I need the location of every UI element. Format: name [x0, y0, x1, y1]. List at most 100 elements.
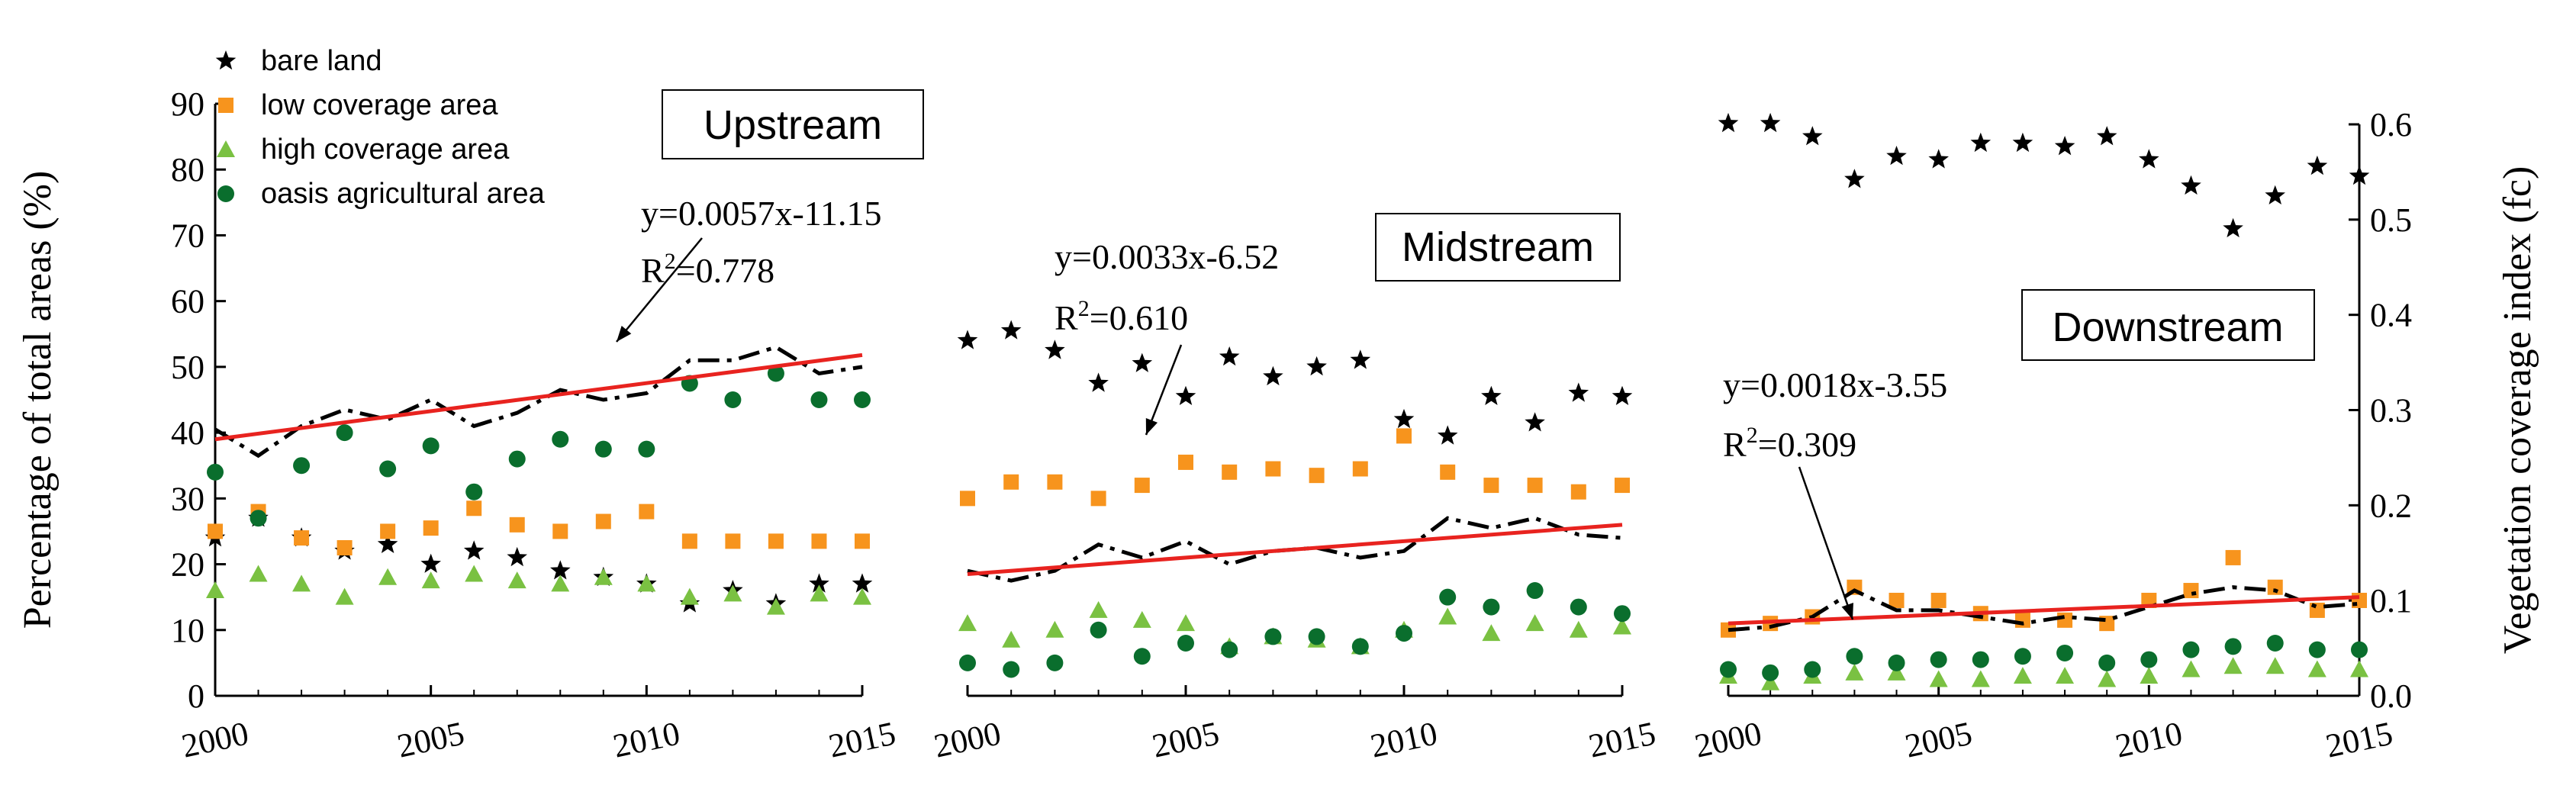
point-low-coverage-area	[1178, 454, 1193, 470]
point-high-coverage-area	[1089, 600, 1108, 618]
y-left-tick-label: 30	[171, 480, 204, 517]
text-layer: 0 10 20 30 40 50 60 70 80 90 Percentage of total a…	[16, 45, 2539, 765]
point-bare-land	[852, 573, 873, 593]
point-low-coverage-area	[552, 523, 568, 539]
point-low-coverage-area	[2183, 583, 2199, 599]
point-high-coverage-area	[2013, 667, 2032, 684]
point-bare-land	[2012, 132, 2033, 153]
point-low-coverage-area	[1134, 478, 1150, 494]
x-tick-label: 2010	[2112, 714, 2185, 764]
annotation-arrowhead	[617, 326, 632, 342]
equation-label: y=0.0033x-6.52	[1055, 237, 1279, 276]
y-right-tick-label: 0.6	[2370, 106, 2412, 143]
point-oasis-agricultural-area	[1720, 661, 1737, 678]
point-low-coverage-area	[1483, 478, 1499, 494]
point-low-coverage-area	[1396, 428, 1412, 444]
point-low-coverage-area	[1309, 468, 1325, 484]
panel-title-box	[2021, 289, 2315, 361]
point-high-coverage-area	[2307, 660, 2326, 677]
point-oasis-agricultural-area	[638, 440, 655, 458]
point-oasis-agricultural-area	[1614, 605, 1631, 623]
y-left-title: Percentage of total areas (%)	[16, 171, 60, 629]
point-bare-land	[1088, 372, 1109, 392]
point-low-coverage-area	[336, 540, 353, 555]
point-low-coverage-area	[2267, 579, 2283, 595]
y-left-tick-label: 0	[188, 677, 204, 715]
x-tick-label: 2015	[826, 714, 899, 764]
point-low-coverage-area	[1090, 491, 1106, 507]
point-bare-land	[1437, 425, 1458, 445]
point-low-coverage-area	[811, 533, 827, 549]
point-oasis-agricultural-area	[2140, 651, 2158, 668]
panel-title: Downstream	[2052, 304, 2283, 350]
y-right-tick-label: 0.3	[2370, 392, 2412, 430]
point-oasis-agricultural-area	[2056, 644, 2074, 661]
point-high-coverage-area	[421, 571, 440, 589]
point-bare-land	[1481, 385, 1502, 405]
point-oasis-agricultural-area	[552, 430, 569, 448]
point-low-coverage-area	[960, 491, 975, 507]
panel-title: Upstream	[704, 102, 882, 148]
point-oasis-agricultural-area	[465, 483, 483, 500]
point-bare-land	[1886, 146, 1907, 166]
point-high-coverage-area	[1002, 630, 1021, 648]
point-low-coverage-area	[855, 533, 870, 549]
point-low-coverage-area	[2225, 549, 2241, 565]
y-right-tick-label: 0.0	[2370, 677, 2412, 715]
point-high-coverage-area	[680, 587, 699, 605]
point-low-coverage-area	[725, 533, 741, 549]
trend-line	[214, 352, 863, 442]
point-high-coverage-area	[1613, 617, 1631, 635]
equation-label: y=0.0018x-3.55	[1723, 365, 1947, 404]
point-high-coverage-area	[465, 565, 484, 582]
point-high-coverage-area	[1569, 620, 1588, 638]
point-oasis-agricultural-area	[767, 365, 784, 382]
r2-label: R2=0.778	[641, 249, 774, 290]
y-right-title: Vegetation coverage index (fc)	[2496, 166, 2539, 655]
y-right-tick-label: 0.4	[2370, 297, 2412, 334]
panel-upstream	[204, 345, 873, 615]
point-bare-land	[1350, 349, 1371, 369]
point-high-coverage-area	[1845, 663, 1864, 681]
point-bare-land	[1612, 385, 1633, 405]
point-bare-land	[1802, 126, 1823, 146]
x-tick-label: 2005	[1149, 714, 1222, 764]
point-high-coverage-area	[2056, 667, 2075, 684]
point-bare-land	[1175, 385, 1196, 405]
y-left-tick-label: 60	[171, 283, 204, 320]
point-low-coverage-area	[1889, 592, 1905, 608]
point-oasis-agricultural-area	[1762, 664, 1779, 681]
point-high-coverage-area	[378, 568, 398, 585]
y-right-tick-label: 0.2	[2370, 487, 2412, 524]
point-bare-land	[1718, 112, 1739, 133]
y-right-tick-label: 0.5	[2370, 201, 2412, 239]
point-low-coverage-area	[1930, 592, 1946, 608]
legend-marker-bare-land	[215, 50, 237, 70]
point-bare-land	[1000, 320, 1022, 340]
point-high-coverage-area	[1761, 673, 1780, 690]
point-oasis-agricultural-area	[1888, 654, 1905, 671]
point-bare-land	[2096, 126, 2117, 146]
point-oasis-agricultural-area	[508, 450, 526, 468]
point-high-coverage-area	[1971, 670, 1990, 687]
x-tick-label: 2005	[394, 714, 467, 764]
point-bare-land	[2307, 155, 2328, 175]
point-bare-land	[2139, 149, 2159, 169]
point-bare-land	[420, 553, 441, 573]
point-bare-land	[1568, 382, 1589, 402]
point-oasis-agricultural-area	[1972, 651, 1989, 668]
point-bare-land	[550, 560, 571, 580]
x-tick-label: 2015	[2323, 714, 2396, 764]
point-low-coverage-area	[1265, 461, 1281, 477]
point-low-coverage-area	[466, 500, 482, 517]
equation-label: y=0.0057x-11.15	[641, 194, 882, 233]
point-oasis-agricultural-area	[959, 654, 976, 671]
point-oasis-agricultural-area	[1264, 628, 1282, 645]
point-oasis-agricultural-area	[2308, 641, 2326, 658]
point-bare-land	[1928, 149, 1949, 169]
panel-title: Midstream	[1402, 224, 1594, 270]
x-tick-label: 2005	[1901, 714, 1975, 764]
point-oasis-agricultural-area	[2224, 638, 2242, 655]
point-oasis-agricultural-area	[1351, 638, 1369, 655]
point-bare-land	[2054, 136, 2075, 156]
